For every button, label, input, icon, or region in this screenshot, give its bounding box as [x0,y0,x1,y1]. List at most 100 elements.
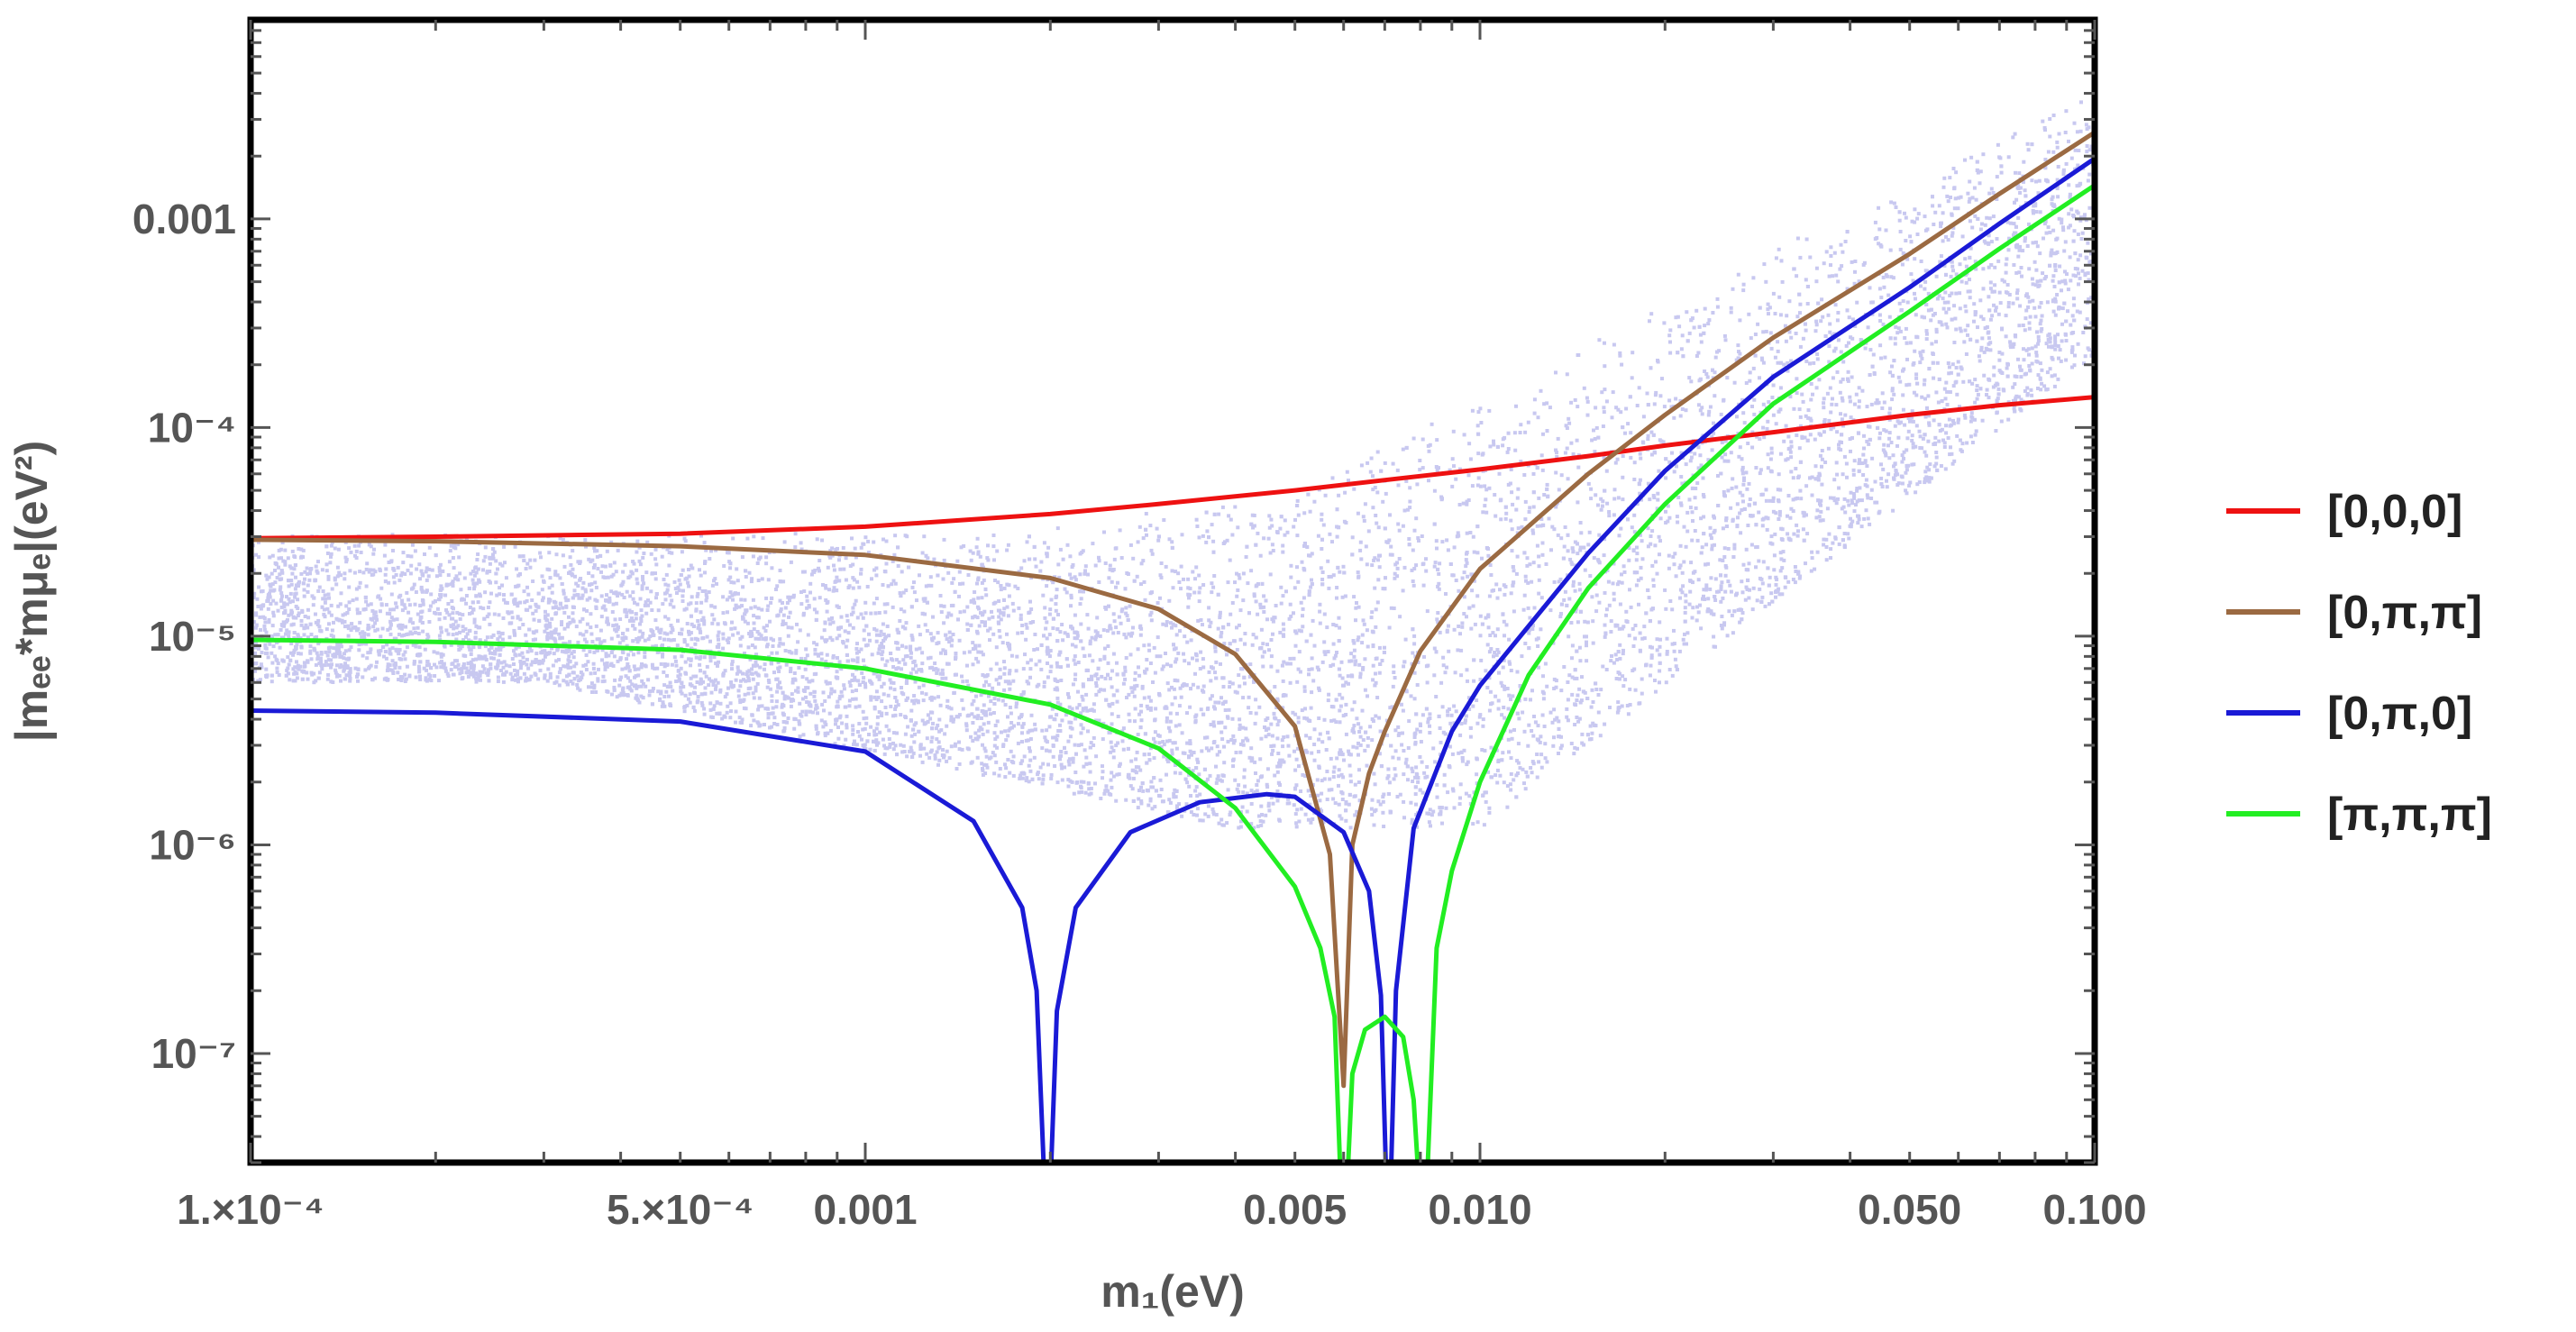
scatter-point [1312,727,1317,732]
scatter-point [1708,587,1713,591]
scatter-point [839,625,844,630]
scatter-point [1927,423,1932,427]
scatter-point [877,647,882,652]
scatter-point [816,652,820,657]
scatter-point [786,595,790,599]
scatter-point [1510,736,1514,741]
scatter-point [1238,742,1243,746]
scatter-point [1241,790,1246,795]
scatter-point [388,663,392,667]
scatter-point [671,638,676,642]
scatter-point [1156,635,1160,640]
scatter-point [1667,668,1672,671]
scatter-point [1340,798,1345,801]
scatter-point [1073,672,1078,677]
scatter-point [1845,475,1849,479]
scatter-point [1238,723,1242,727]
scatter-point [1772,568,1777,572]
scatter-point [1768,306,1772,310]
scatter-point [1496,707,1501,711]
scatter-point [1038,765,1043,770]
scatter-point [1343,594,1347,598]
scatter-point [944,652,947,656]
scatter-point [837,579,842,583]
scatter-point [2004,262,2008,267]
scatter-point [998,767,1002,771]
scatter-point [1347,659,1352,663]
scatter-point [849,612,854,616]
scatter-point [1352,654,1357,659]
scatter-point [1303,774,1308,778]
scatter-point [279,628,283,632]
scatter-point [866,539,871,543]
scatter-point [1798,488,1803,493]
scatter-point [397,578,402,582]
scatter-point [651,644,655,649]
scatter-point [687,657,691,661]
scatter-point [835,575,839,579]
scatter-point [1054,608,1058,613]
scatter-point [485,615,489,619]
scatter-point [363,607,368,611]
scatter-point [722,714,726,718]
scatter-point [584,544,588,549]
scatter-point [1149,780,1154,784]
scatter-point [348,673,352,678]
scatter-point [2035,244,2040,249]
scatter-point [1296,667,1301,671]
scatter-point [562,626,567,631]
scatter-point [1809,397,1813,402]
scatter-point [1597,600,1602,605]
scatter-point [1267,648,1271,652]
scatter-point [1293,517,1297,522]
scatter-point [1348,773,1353,778]
scatter-point [329,552,333,556]
scatter-point [1293,812,1298,817]
scatter-point [1286,797,1291,801]
scatter-point [1674,664,1678,669]
scatter-point [1911,445,1915,450]
scatter-point [781,619,785,624]
scatter-point [884,539,889,543]
scatter-point [1704,583,1709,588]
scatter-point [1967,199,1971,204]
scatter-point [1741,282,1746,287]
scatter-point [662,683,667,688]
scatter-point [411,621,416,625]
scatter-point [1691,606,1695,610]
scatter-point [576,584,580,588]
scatter-point [1996,312,2001,316]
scatter-point [1880,485,1885,488]
scatter-point [1599,497,1603,501]
scatter-point [1717,589,1722,594]
scatter-point [1529,698,1532,702]
scatter-point [1705,609,1710,614]
scatter-point [695,680,699,684]
scatter-point [1354,618,1357,623]
scatter-point [740,634,744,639]
scatter-point [1208,697,1212,701]
scatter-point [1045,620,1049,625]
scatter-point [1481,510,1485,515]
scatter-point [2004,270,2008,275]
scatter-point [1657,534,1661,539]
scatter-point [1238,637,1243,642]
scatter-point [2005,283,2010,287]
scatter-point [1719,584,1723,588]
scatter-point [738,700,743,705]
scatter-point [2066,287,2070,292]
scatter-point [570,652,574,655]
scatter-point [400,602,405,607]
scatter-point [883,746,888,751]
scatter-point [1465,668,1469,672]
scatter-point [1927,476,1932,480]
scatter-point [1776,349,1780,353]
scatter-point [874,639,879,643]
scatter-point [909,651,913,655]
scatter-point [1963,415,1968,420]
scatter-point [1349,652,1354,656]
scatter-point [306,635,310,640]
scatter-point [2014,398,2017,402]
scatter-point [1577,645,1582,650]
scatter-point [1139,718,1144,723]
